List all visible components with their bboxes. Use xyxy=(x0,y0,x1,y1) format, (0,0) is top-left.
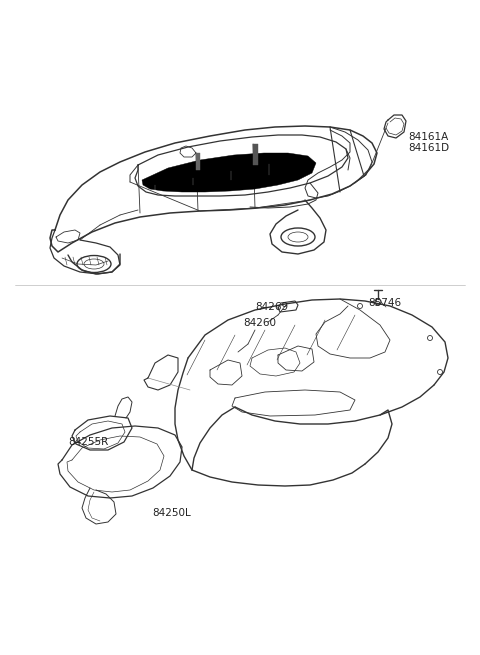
Text: 84250L: 84250L xyxy=(152,508,191,518)
Text: 84161A: 84161A xyxy=(408,132,448,142)
Text: 84255R: 84255R xyxy=(68,437,108,447)
Text: 85746: 85746 xyxy=(368,298,401,308)
Text: 84269: 84269 xyxy=(255,302,288,312)
Polygon shape xyxy=(196,153,200,170)
Polygon shape xyxy=(253,144,258,165)
Text: 84161D: 84161D xyxy=(408,143,449,153)
Polygon shape xyxy=(142,153,316,192)
Text: 84260: 84260 xyxy=(243,318,276,328)
